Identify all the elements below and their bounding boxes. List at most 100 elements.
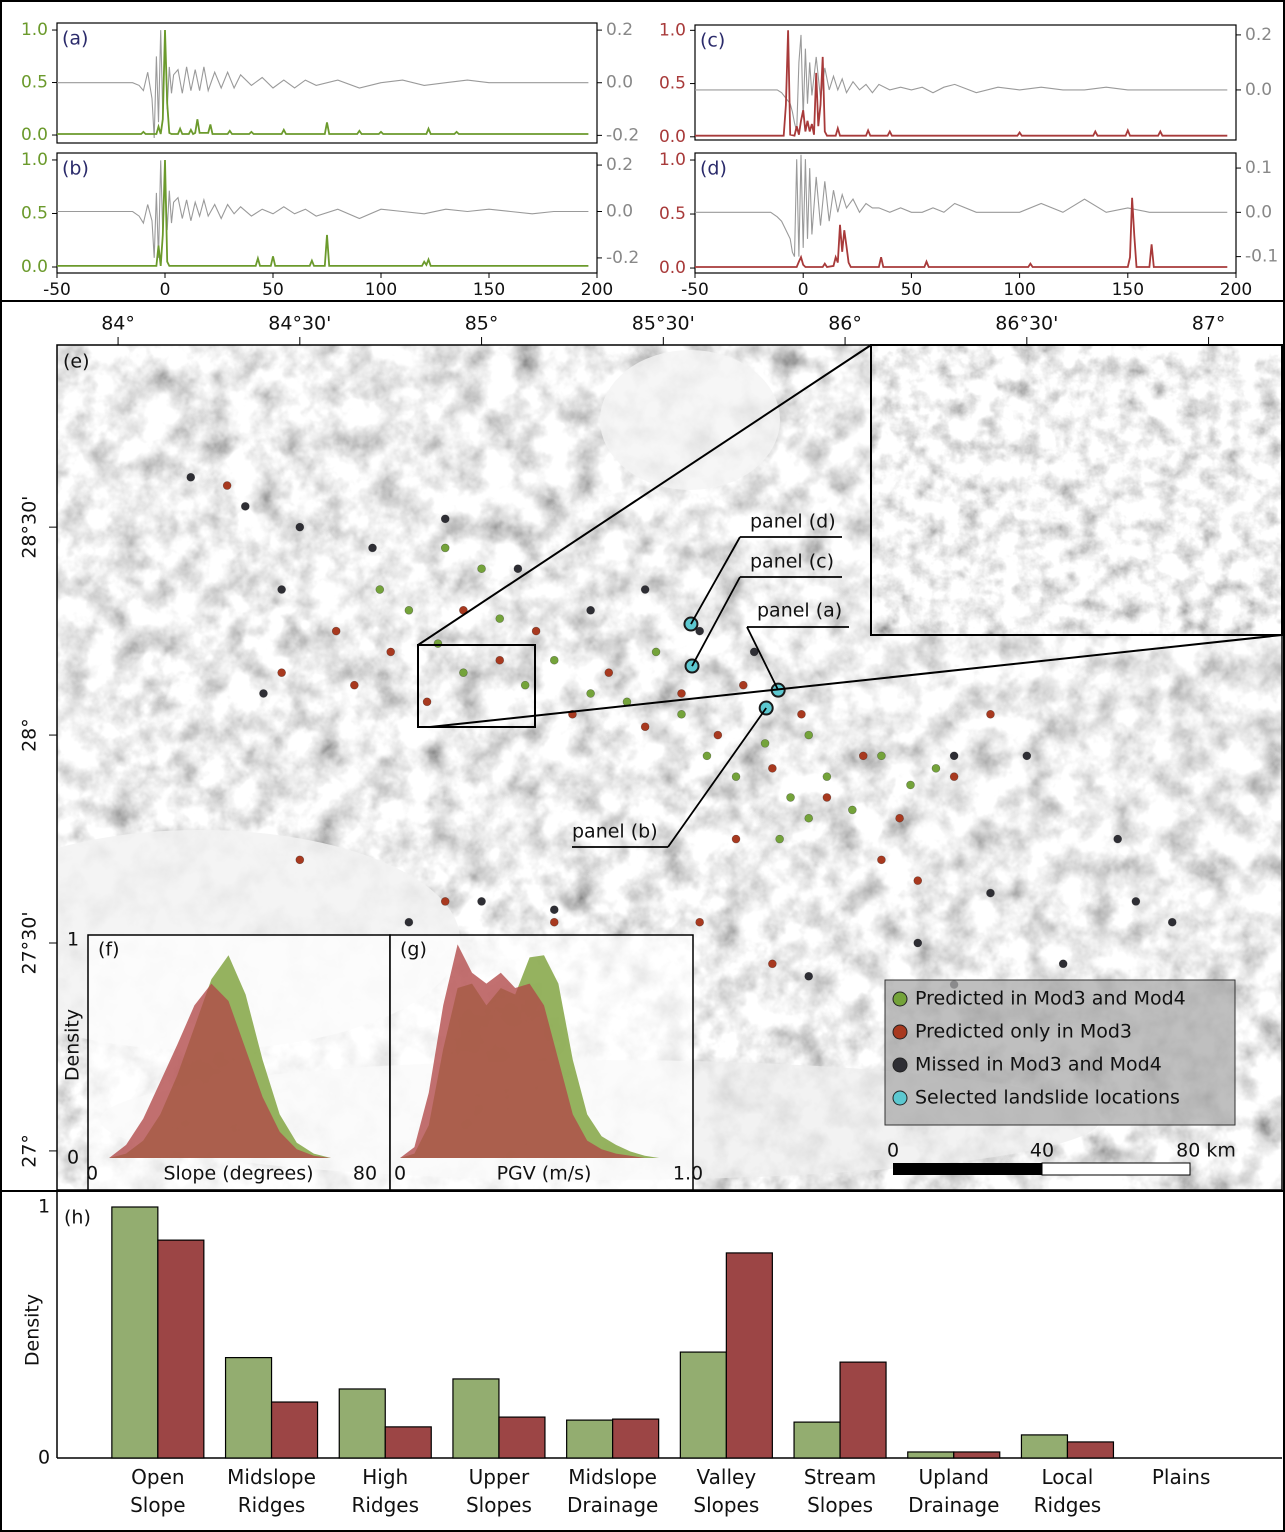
landslide-point bbox=[714, 731, 722, 739]
bar bbox=[272, 1402, 318, 1458]
bar bbox=[1021, 1435, 1067, 1458]
bar bbox=[499, 1417, 545, 1458]
y-axis-label: Density bbox=[22, 1294, 44, 1366]
bar bbox=[453, 1379, 499, 1458]
x-tick-label: 150 bbox=[473, 280, 505, 300]
bar bbox=[567, 1420, 613, 1458]
landslide-point bbox=[950, 752, 958, 760]
y2-tick-label: -0.2 bbox=[606, 125, 639, 145]
landslide-point bbox=[405, 606, 413, 614]
legend-label: Predicted in Mod3 and Mod4 bbox=[915, 988, 1186, 1010]
landslide-point bbox=[187, 473, 195, 481]
landslide-point bbox=[587, 689, 595, 697]
scale-bar-label: 80 km bbox=[1176, 1140, 1236, 1162]
y-tick-label: 0.0 bbox=[21, 125, 48, 145]
bar bbox=[385, 1427, 431, 1458]
landslide-point bbox=[532, 627, 540, 635]
x-tick-label: Plains bbox=[1125, 1463, 1237, 1491]
panel-frame bbox=[695, 153, 1236, 273]
landslide-point bbox=[587, 606, 595, 614]
landslide-point bbox=[986, 889, 994, 897]
landslide-point bbox=[859, 752, 867, 760]
panel-label: (g) bbox=[400, 939, 427, 961]
y-tick-label: 0.5 bbox=[659, 74, 686, 94]
landslide-point bbox=[521, 681, 529, 689]
x-tick-label: Midslope Drainage bbox=[557, 1463, 669, 1519]
landslide-point bbox=[1168, 918, 1176, 926]
callout-label: panel (a) bbox=[757, 600, 842, 622]
landslide-point bbox=[641, 586, 649, 594]
bar bbox=[226, 1358, 272, 1458]
landslide-point bbox=[805, 814, 813, 822]
landslide-point bbox=[787, 793, 795, 801]
landslide-point bbox=[605, 669, 613, 677]
callout-label: panel (d) bbox=[750, 511, 836, 533]
x-tick-label: -50 bbox=[681, 280, 709, 300]
panel-label: (e) bbox=[63, 351, 90, 373]
y-tick-label: 1.0 bbox=[21, 20, 48, 40]
scale-bar-label: 40 bbox=[1030, 1140, 1054, 1162]
panel-frame bbox=[695, 25, 1236, 140]
y-axis-label: Density bbox=[62, 1009, 84, 1081]
bar bbox=[680, 1352, 726, 1458]
landslide-point bbox=[797, 710, 805, 718]
landslide-point bbox=[914, 939, 922, 947]
plain bbox=[600, 350, 780, 490]
x-tick-label: 85°30' bbox=[632, 313, 695, 335]
y-tick-label: 0.5 bbox=[659, 204, 686, 224]
landslide-point bbox=[805, 731, 813, 739]
y2-tick-label: 0.2 bbox=[606, 20, 633, 40]
landslide-point bbox=[550, 656, 558, 664]
landslide-point bbox=[877, 752, 885, 760]
x-tick-label: 0 bbox=[798, 280, 809, 300]
y2-tick-label: 0.0 bbox=[1245, 202, 1272, 222]
landslide-point bbox=[677, 710, 685, 718]
landslide-point bbox=[496, 656, 504, 664]
x-tick-label: Valley Slopes bbox=[670, 1463, 782, 1519]
x-tick-label: 100 bbox=[365, 280, 397, 300]
figure-canvas: 0.00.51.0-0.20.00.2(a)0.00.51.0-0.20.00.… bbox=[0, 0, 1285, 1532]
bar bbox=[613, 1419, 659, 1458]
x-tick-label: Stream Slopes bbox=[784, 1463, 896, 1519]
x-tick-label: 86°30' bbox=[995, 313, 1058, 335]
landslide-point bbox=[478, 565, 486, 573]
y2-tick-label: 0.2 bbox=[1245, 25, 1272, 45]
y2-tick-label: 0.0 bbox=[606, 73, 633, 93]
legend-label: Selected landslide locations bbox=[915, 1087, 1180, 1109]
landslide-point bbox=[550, 906, 558, 914]
figure: 0.00.51.0-0.20.00.2(a)0.00.51.0-0.20.00.… bbox=[0, 0, 1285, 1532]
panel-label: (b) bbox=[62, 158, 89, 180]
bar bbox=[840, 1362, 886, 1458]
landslide-point bbox=[932, 764, 940, 772]
x-tick-label: 100 bbox=[1003, 280, 1035, 300]
y-tick-label: 1 bbox=[67, 929, 79, 951]
landslide-point bbox=[761, 739, 769, 747]
y-tick-label: 27°30' bbox=[19, 911, 41, 974]
landslide-point bbox=[823, 793, 831, 801]
x-tick-label: 1.0 bbox=[673, 1163, 703, 1185]
x-tick-label: -50 bbox=[43, 280, 71, 300]
landslide-point bbox=[259, 689, 267, 697]
landslide-point bbox=[652, 648, 660, 656]
landslide-point bbox=[376, 586, 384, 594]
y-tick-label: 0.0 bbox=[659, 127, 686, 147]
y-tick-label: 1.0 bbox=[659, 150, 686, 170]
x-tick-label: 85° bbox=[465, 313, 499, 335]
landslide-point bbox=[423, 698, 431, 706]
x-tick-label: 87° bbox=[1192, 313, 1226, 335]
landslide-point bbox=[459, 669, 467, 677]
x-tick-label: 86° bbox=[828, 313, 862, 335]
landslide-point bbox=[496, 615, 504, 623]
legend-label: Predicted only in Mod3 bbox=[915, 1021, 1132, 1043]
y2-tick-label: -0.1 bbox=[1245, 247, 1278, 267]
landslide-point bbox=[514, 565, 522, 573]
landslide-point bbox=[732, 773, 740, 781]
landslide-point bbox=[278, 586, 286, 594]
y-tick-label: 28°30' bbox=[19, 496, 41, 559]
bar bbox=[908, 1452, 954, 1458]
landslide-point bbox=[241, 502, 249, 510]
landslide-point bbox=[405, 918, 413, 926]
x-axis-label: Slope (degrees) bbox=[163, 1163, 313, 1185]
landslide-point bbox=[441, 515, 449, 523]
landslide-point bbox=[914, 877, 922, 885]
